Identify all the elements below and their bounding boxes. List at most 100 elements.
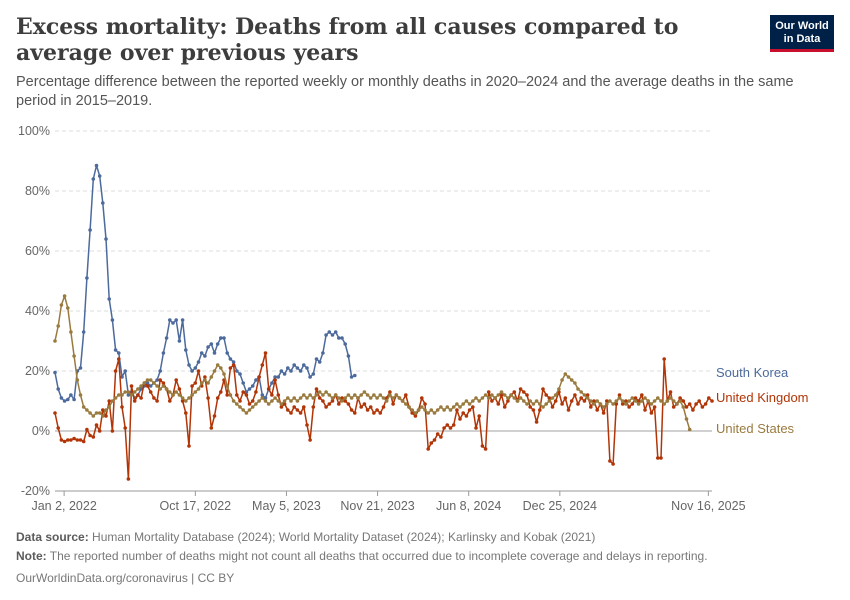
x-tick-label: Oct 17, 2022 — [160, 499, 232, 513]
data-point — [101, 414, 105, 418]
data-point — [155, 378, 159, 382]
data-point — [378, 393, 383, 397]
data-point — [550, 405, 555, 409]
series-united-kingdom — [53, 351, 714, 481]
data-point — [129, 393, 134, 397]
data-point — [180, 396, 185, 400]
data-point — [270, 399, 274, 403]
data-point — [161, 384, 166, 388]
chart-subtitle: Percentage difference between the report… — [16, 74, 794, 109]
data-point — [691, 408, 695, 412]
data-point — [445, 405, 450, 409]
data-point — [388, 393, 392, 397]
data-point — [244, 393, 249, 397]
data-point — [203, 354, 207, 358]
data-point — [241, 381, 245, 385]
line-chart: -20% 0% 20% 40% 60% 80% 100% Jan 2, 2022 Oct 17… — [18, 124, 808, 513]
data-point — [553, 393, 558, 397]
data-point — [585, 393, 590, 397]
data-point — [573, 393, 577, 397]
data-point — [346, 393, 351, 397]
data-point — [117, 351, 121, 355]
data-point — [235, 402, 239, 406]
data-point — [423, 408, 427, 412]
data-point — [72, 354, 76, 358]
data-point — [235, 369, 239, 373]
data-point — [662, 357, 666, 361]
source-text[interactable]: Human Mortality Database (2024); World M… — [92, 530, 596, 544]
data-point — [330, 399, 335, 403]
data-point — [53, 411, 57, 415]
data-point — [187, 363, 191, 367]
data-point — [145, 384, 150, 388]
data-point — [219, 390, 223, 394]
data-point — [215, 342, 220, 346]
data-point — [184, 411, 188, 415]
data-point — [161, 381, 166, 385]
data-point — [506, 399, 510, 403]
data-point — [225, 384, 229, 388]
data-point — [458, 417, 462, 421]
data-point — [391, 402, 395, 406]
data-point — [158, 369, 162, 373]
data-point — [624, 399, 628, 403]
data-point — [573, 381, 577, 385]
data-point — [448, 426, 453, 430]
data-point — [624, 402, 628, 406]
data-point — [502, 405, 507, 409]
x-tick-label: Jan 2, 2022 — [31, 499, 96, 513]
data-point — [362, 390, 367, 394]
data-point — [81, 405, 86, 409]
data-point — [238, 399, 242, 403]
data-point — [550, 396, 555, 400]
data-point — [432, 411, 437, 415]
data-point — [148, 378, 153, 382]
data-point — [633, 396, 638, 400]
data-point — [697, 399, 701, 403]
data-point — [614, 399, 619, 403]
data-point — [381, 396, 386, 400]
data-point — [308, 393, 312, 397]
footer-credit[interactable]: OurWorldinData.org/coronavirus | CC BY — [16, 571, 235, 585]
footer-note: Note: The reported number of deaths migh… — [16, 548, 708, 564]
data-point — [199, 381, 204, 385]
data-point — [270, 393, 274, 397]
data-point — [512, 396, 517, 400]
data-point — [455, 408, 459, 412]
data-point — [168, 390, 172, 394]
series-layer — [53, 163, 714, 481]
data-point — [209, 342, 214, 346]
data-point — [257, 375, 261, 379]
data-point — [512, 390, 517, 394]
y-tick-labels: -20% 0% 20% 40% 60% 80% 100% — [18, 124, 50, 498]
data-point — [340, 399, 344, 403]
data-point — [270, 381, 274, 385]
data-point — [244, 390, 249, 394]
data-point — [394, 393, 399, 397]
data-point — [247, 402, 252, 406]
data-point — [231, 360, 236, 364]
data-point — [423, 402, 427, 406]
data-point — [123, 369, 127, 373]
data-point — [254, 390, 258, 394]
data-point — [228, 357, 233, 361]
data-point — [158, 378, 162, 382]
data-point — [627, 399, 631, 403]
data-point — [113, 369, 118, 373]
data-point — [455, 402, 459, 406]
data-point — [413, 411, 418, 415]
data-point — [595, 408, 599, 412]
owid-logo[interactable]: Our World in Data — [770, 15, 834, 52]
data-point — [429, 408, 434, 412]
data-point — [97, 174, 102, 178]
data-point — [327, 402, 332, 406]
data-point — [78, 366, 83, 370]
data-point — [311, 372, 316, 376]
data-point — [292, 405, 297, 409]
data-point — [231, 399, 236, 403]
y-tick-label: -20% — [21, 484, 50, 498]
data-point — [681, 405, 686, 409]
data-point — [388, 390, 392, 394]
data-point — [177, 339, 182, 343]
data-point — [171, 393, 175, 397]
